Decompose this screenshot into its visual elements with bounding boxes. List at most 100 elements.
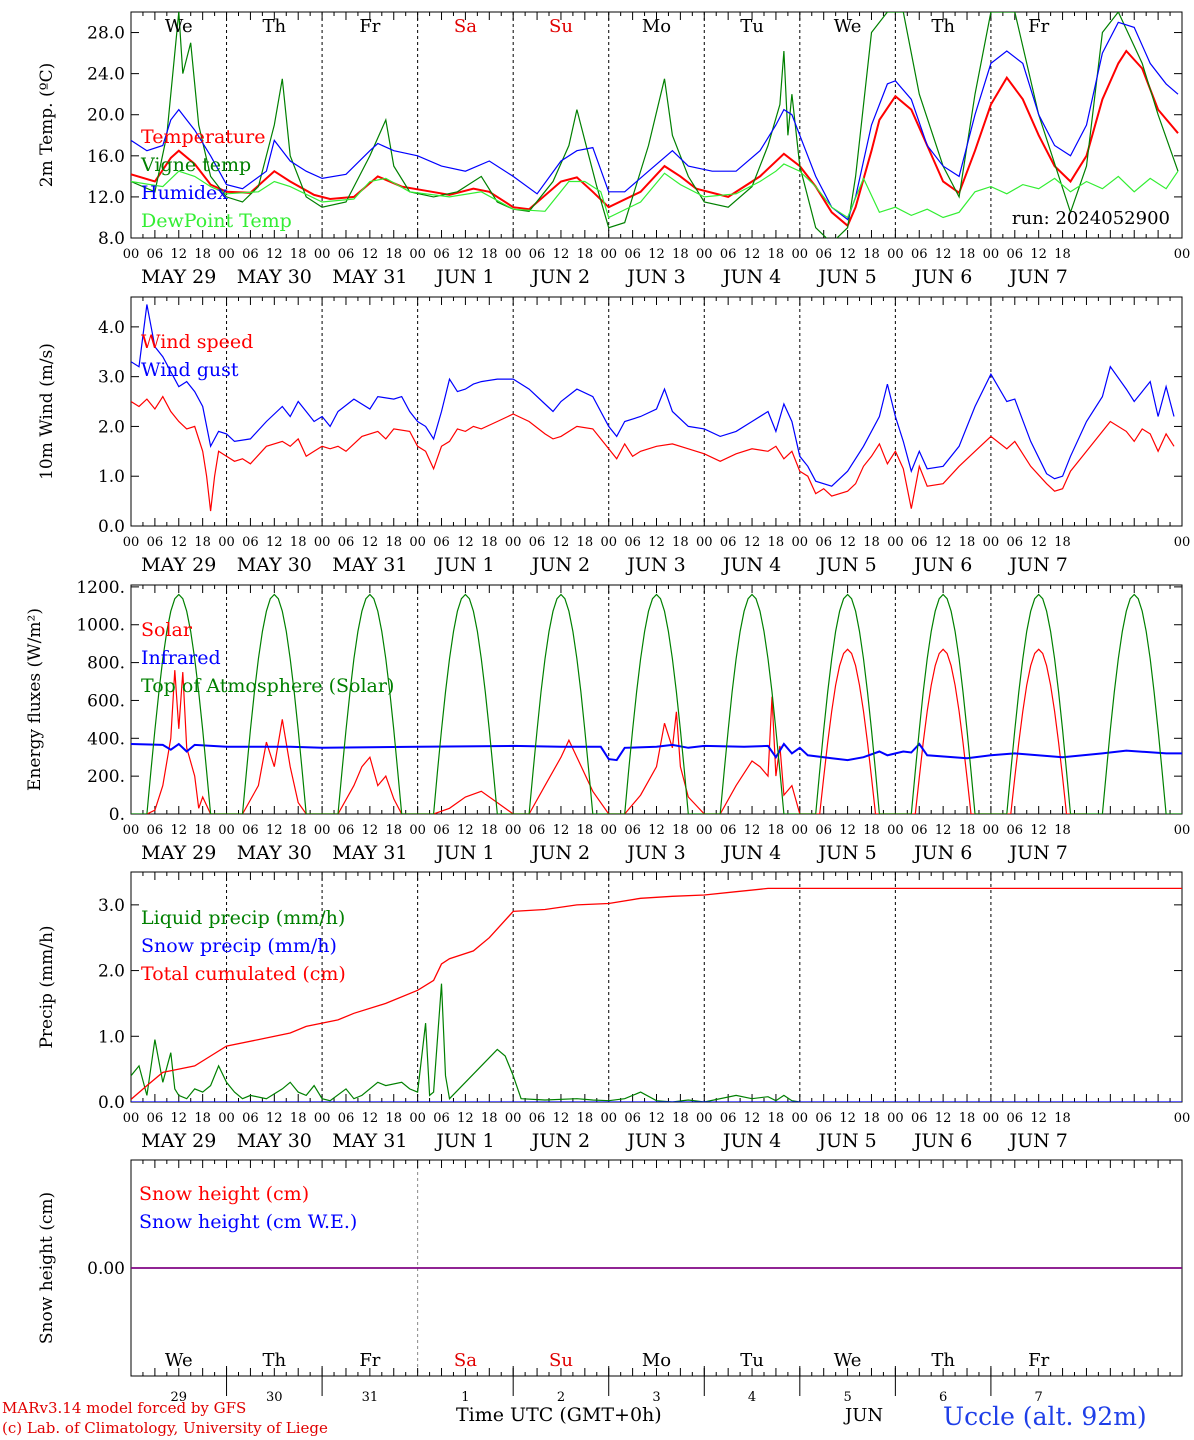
x-hour-label: 00 [1174, 823, 1191, 838]
x-hour-label: 06 [529, 823, 546, 838]
x-date-label: MAY 29 [141, 554, 216, 576]
weekday-label: We [165, 16, 193, 37]
y-tick-label: 3.0 [98, 896, 125, 916]
legend-entry: Total cumulated (cm) [141, 963, 346, 985]
x-hour-label: 12 [1030, 823, 1047, 838]
x-date-label: MAY 31 [332, 1130, 407, 1152]
weekday-label: Fr [1028, 1350, 1049, 1371]
panel-4 [130, 871, 1183, 1103]
x-date-label: JUN 5 [816, 266, 876, 288]
y-tick-label: 16.0 [87, 147, 125, 167]
y-tick-label: 0.00 [87, 1259, 125, 1279]
x-hour-label: 00 [505, 535, 522, 550]
x-hour-label: 00 [792, 535, 809, 550]
x-hour-label: 18 [768, 823, 785, 838]
x-hour-label: 00 [218, 823, 235, 838]
credit-line-1: MARv3.14 model forced by GFS [2, 1399, 247, 1417]
x-hour-label: 00 [1174, 535, 1191, 550]
x-hour-label: 06 [338, 1111, 355, 1126]
x-hour-label: 18 [1054, 535, 1071, 550]
x-hour-label: 18 [959, 1111, 976, 1126]
x-hour-label: 06 [338, 535, 355, 550]
x-hour-label: 12 [362, 247, 379, 262]
weekday-label: Sa [454, 16, 477, 37]
x-hour-label: 00 [218, 535, 235, 550]
x-hour-label: 18 [290, 247, 307, 262]
x-date-label: JUN 4 [721, 266, 781, 288]
x-hour-label: 06 [624, 823, 641, 838]
panel-1 [130, 11, 1183, 239]
series-line [131, 163, 1179, 219]
legend-entry: Infrared [141, 647, 221, 669]
run-annotation: run: 2024052900 [1012, 208, 1170, 229]
legend-entry: Top of Atmosphere (Solar) [141, 675, 394, 697]
x-hour-label: 18 [577, 247, 594, 262]
series-line [131, 593, 1182, 814]
x-hour-label: 12 [553, 823, 570, 838]
weekday-label: We [165, 1350, 193, 1371]
x-hour-label: 12 [648, 1111, 665, 1126]
x-hour-label: 18 [672, 535, 689, 550]
panel-2 [130, 296, 1183, 527]
y-tick-label: 3.0 [98, 368, 125, 388]
x-hour-label: 00 [123, 1111, 140, 1126]
x-hour-label: 00 [123, 535, 140, 550]
x-hour-label: 12 [839, 535, 856, 550]
x-hour-label: 06 [1007, 823, 1024, 838]
x-hour-label: 06 [433, 247, 450, 262]
x-date-label: MAY 31 [332, 266, 407, 288]
day-number-label: 1 [461, 1390, 469, 1405]
x-hour-label: 12 [935, 1111, 952, 1126]
x-hour-label: 18 [863, 535, 880, 550]
x-date-label: MAY 29 [141, 842, 216, 864]
x-hour-label: 06 [242, 823, 259, 838]
legend-entry: Wind gust [141, 359, 239, 381]
x-hour-label: 06 [815, 1111, 832, 1126]
series-line [131, 12, 1179, 238]
x-hour-label: 00 [409, 535, 426, 550]
x-hour-label: 18 [1054, 247, 1071, 262]
x-hour-label: 06 [720, 535, 737, 550]
x-date-label: JUN 4 [721, 1130, 781, 1152]
x-hour-label: 06 [529, 247, 546, 262]
x-hour-label: 18 [290, 535, 307, 550]
day-number-label: 31 [362, 1390, 379, 1405]
x-hour-label: 00 [600, 823, 617, 838]
x-hour-label: 18 [672, 1111, 689, 1126]
weekday-label: Th [931, 16, 955, 37]
x-hour-label: 00 [1174, 247, 1191, 262]
x-hour-label: 18 [577, 1111, 594, 1126]
y-tick-label: 1200. [76, 578, 125, 598]
weekday-label: Th [263, 1350, 287, 1371]
x-date-label: JUN 1 [434, 1130, 494, 1152]
x-hour-label: 00 [696, 247, 713, 262]
x-date-label: JUN 5 [816, 842, 876, 864]
x-hour-label: 18 [1054, 1111, 1071, 1126]
x-date-label: MAY 30 [237, 554, 312, 576]
x-hour-label: 00 [505, 823, 522, 838]
x-hour-label: 06 [624, 535, 641, 550]
day-number-label: 6 [939, 1390, 947, 1405]
credit-line-2: (c) Lab. of Climatology, University of L… [2, 1419, 328, 1437]
x-hour-label: 00 [696, 1111, 713, 1126]
x-date-label: JUN 7 [1007, 266, 1067, 288]
x-hour-label: 18 [672, 247, 689, 262]
day-number-label: 30 [266, 1390, 283, 1405]
weekday-label: Mo [642, 1350, 671, 1371]
x-hour-label: 00 [409, 247, 426, 262]
x-date-label: JUN 3 [625, 1130, 685, 1152]
x-hour-label: 06 [147, 247, 164, 262]
x-hour-label: 12 [362, 1111, 379, 1126]
series-line [131, 742, 1182, 762]
y-tick-label: 0.0 [98, 1093, 125, 1113]
x-hour-label: 06 [338, 247, 355, 262]
x-hour-label: 12 [266, 1111, 283, 1126]
legend-entry: Liquid precip (mm/h) [141, 907, 345, 929]
y-tick-label: 1.0 [98, 1027, 125, 1047]
x-hour-label: 18 [481, 823, 498, 838]
x-hour-label: 06 [338, 823, 355, 838]
x-hour-label: 06 [911, 1111, 928, 1126]
x-hour-label: 12 [839, 823, 856, 838]
legend-entry: Humidex [141, 182, 228, 204]
